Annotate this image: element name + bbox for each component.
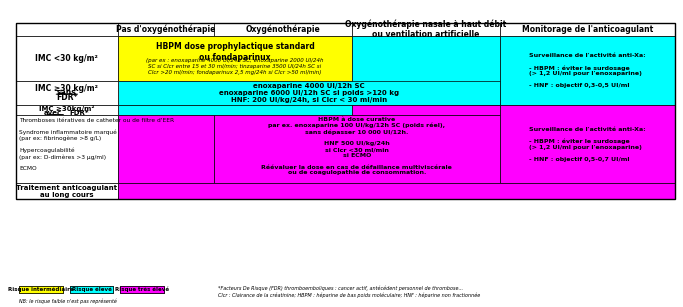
Bar [500,36,675,105]
Bar [352,36,500,105]
Bar [16,183,118,199]
Text: FDR*: FDR* [56,93,78,102]
Text: Surveillance de l'activité anti-Xa:

- HBPM : éviter le surdosage
(> 1,2 UI/ml p: Surveillance de l'activité anti-Xa: - HB… [529,127,646,162]
Text: IMC ≥30 kg/m²: IMC ≥30 kg/m² [36,84,98,93]
Text: Risque très élevé: Risque très élevé [115,286,169,292]
Text: Surveillance de l'activité anti-Xa:

- HBPM : éviter le surdosage
(> 1,2 UI/ml p: Surveillance de l'activité anti-Xa: - HB… [529,53,646,88]
Text: HBPM dose prophylactique standard
ou fondaparinux: HBPM dose prophylactique standard ou fon… [156,42,314,62]
Bar [500,105,675,183]
Text: NB: le risque faible n'est pas représenté: NB: le risque faible n'est pas représent… [19,298,117,304]
Text: avec: avec [43,110,61,116]
Bar [352,105,500,115]
Bar [19,286,63,293]
Bar [120,286,164,293]
Bar [70,286,113,293]
Text: (par ex : enoxaparine 4000 UI/24h SC; enoxaparine 2000 UI/24h
SC si Clcr entre 1: (par ex : enoxaparine 4000 UI/24h SC; en… [146,58,324,75]
Text: enoxaparine 4000 UI/12h SC
enoxaparine 6000 UI/12h SC si poids >120 kg
HNF: 200 : enoxaparine 4000 UI/12h SC enoxaparine 6… [219,83,399,103]
Text: Oxygénothérapie nasale à haut débit
ou ventilation artificielle: Oxygénothérapie nasale à haut débit ou v… [346,19,507,39]
Bar [214,23,352,36]
Text: Monitorage de l'anticoagulant: Monitorage de l'anticoagulant [522,25,653,34]
Bar [118,105,352,115]
Bar [352,23,500,36]
Text: Oxygénothérapie: Oxygénothérapie [245,25,320,34]
Text: FDR*: FDR* [69,110,88,116]
Text: Pas d'oxygénothérapie: Pas d'oxygénothérapie [116,25,215,34]
Bar [16,23,675,199]
Bar [120,286,164,293]
Bar [19,286,63,293]
Bar [16,36,118,81]
Bar [118,23,214,36]
Bar [214,115,500,183]
Bar [118,81,500,105]
Bar [118,183,675,199]
Text: IMC <30 kg/m²: IMC <30 kg/m² [36,54,98,63]
Text: sans: sans [57,88,76,97]
Text: Risque intermédiaire: Risque intermédiaire [8,286,74,292]
Bar [118,115,214,183]
Text: IMC ≥30kg/m²: IMC ≥30kg/m² [39,105,95,112]
Text: Traitement anticoagulant
au long cours: Traitement anticoagulant au long cours [16,185,117,198]
Text: Risque élevé: Risque élevé [72,286,111,292]
Bar [16,105,118,115]
Bar [16,115,118,183]
Text: *Facteurs De Risque (FDR) thromboemboliques : cancer actif, antécédent personnel: *Facteurs De Risque (FDR) thromboemboliq… [218,286,479,298]
Bar [118,36,352,81]
Bar [500,23,675,36]
Bar [16,23,118,36]
Text: Thromboses itératives de catheter ou de filtre d'EER

Syndrome inflammatoire mar: Thromboses itératives de catheter ou de … [19,118,174,171]
Bar [70,286,113,293]
Text: HBPM à dose curative
par ex. enoxaparine 100 UI/kg/12h SC (poids réel),
sans dép: HBPM à dose curative par ex. enoxaparine… [262,117,452,175]
Bar [16,81,118,105]
